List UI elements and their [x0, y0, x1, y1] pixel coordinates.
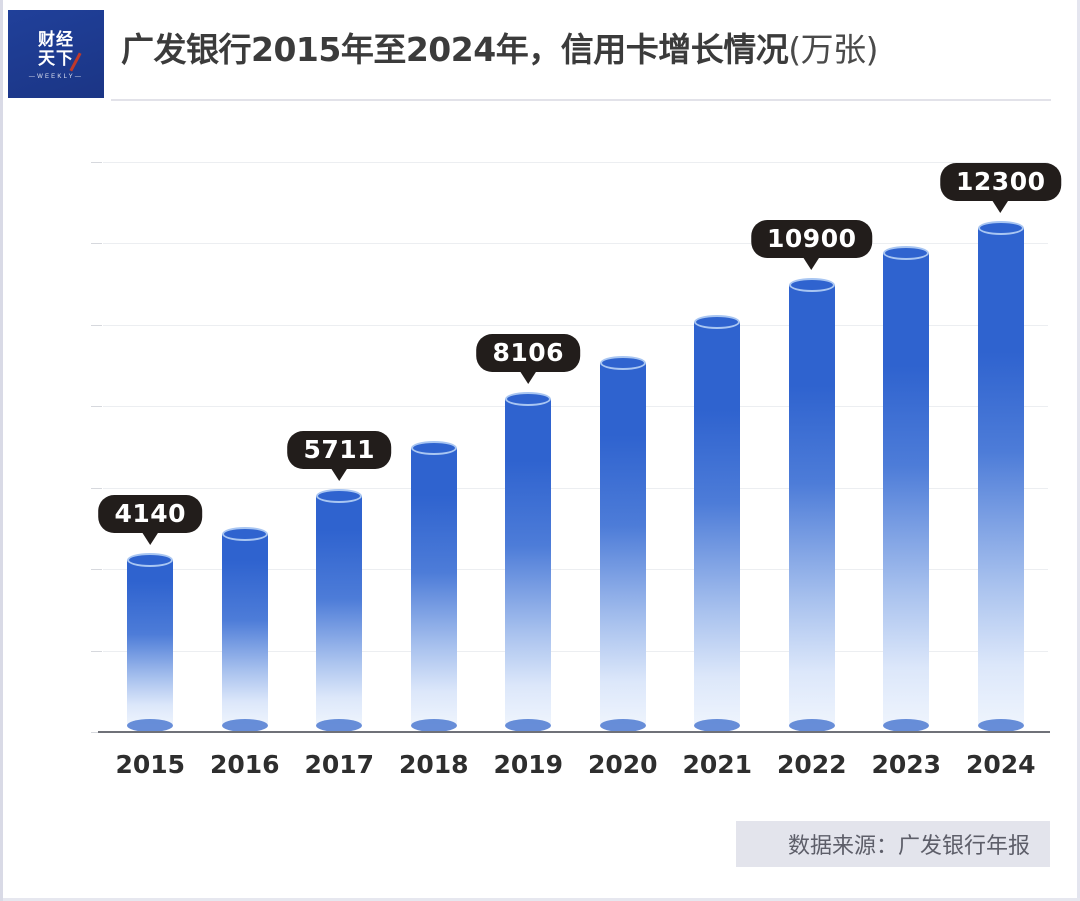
- y-axis-tick: [91, 162, 102, 163]
- data-label-badge: 12300: [940, 163, 1062, 214]
- bar-base-ellipse: [316, 719, 363, 732]
- gridline: [103, 243, 1048, 245]
- x-axis-label: 2015: [115, 750, 186, 779]
- x-axis-label: 2016: [209, 750, 280, 779]
- bar-body: [694, 321, 741, 725]
- bar-base-ellipse: [788, 719, 835, 732]
- bar-top-ellipse: [410, 441, 457, 456]
- data-label-badge: 5711: [287, 431, 392, 482]
- x-axis-label: 2017: [304, 750, 375, 779]
- gridline: [103, 487, 1048, 489]
- bar-body: [883, 252, 930, 725]
- page-title-main: 广发银行2015年至2024年，信用卡增长情况: [121, 30, 789, 69]
- brand-logo-subtitle: —WEEKLY—: [28, 74, 84, 81]
- bar-series: 4140 5711 8106 10900 12300: [98, 162, 1062, 732]
- gridline: [103, 650, 1048, 652]
- bar-base-ellipse: [221, 719, 268, 732]
- bar-body: [788, 285, 835, 725]
- gridline: [103, 569, 1048, 571]
- brand-logo-text: 财经 天下: [38, 29, 82, 72]
- plot-area: 4140 5711 8106 10900 12300: [91, 162, 1062, 733]
- bar-base-ellipse: [977, 719, 1024, 732]
- x-axis-label: 2022: [776, 750, 847, 779]
- bar-body: [127, 560, 174, 725]
- bar-base-ellipse: [599, 719, 646, 732]
- data-label-badge: 8106: [476, 333, 581, 384]
- bar-top-ellipse: [505, 391, 552, 406]
- bar-body: [977, 228, 1024, 725]
- page-title-unit: (万张): [788, 30, 878, 69]
- bar-top-ellipse: [599, 355, 646, 370]
- page-title: 广发银行2015年至2024年，信用卡增长情况(万张): [121, 23, 878, 71]
- bar-cylinder[interactable]: [599, 355, 646, 732]
- bar-body: [221, 533, 268, 725]
- footer: 数据来源：广发银行年报: [3, 801, 1080, 901]
- y-axis-tick: [91, 569, 102, 571]
- brand-logo-line1: 财经: [38, 29, 74, 50]
- brand-logo-line2: 天下: [38, 48, 74, 69]
- bar-cylinder[interactable]: [788, 278, 835, 732]
- bar-top-ellipse: [883, 245, 930, 260]
- bar-column[interactable]: [198, 162, 293, 732]
- x-axis-label: 2023: [871, 750, 942, 779]
- bar-cylinder[interactable]: [977, 221, 1024, 732]
- gridline: [103, 162, 1048, 163]
- bar-column[interactable]: 5711: [287, 162, 392, 732]
- bar-base-ellipse: [883, 719, 930, 732]
- bar-column[interactable]: [387, 162, 482, 732]
- bar-column[interactable]: 8106: [476, 162, 581, 732]
- header-divider: [111, 99, 1051, 101]
- data-label-badge: 4140: [98, 495, 203, 546]
- y-axis-tick: [91, 732, 102, 733]
- footer-divider: [3, 898, 1080, 901]
- bar-top-ellipse: [694, 314, 741, 329]
- gridline: [103, 324, 1048, 326]
- bar-top-ellipse: [221, 526, 268, 541]
- bar-body: [599, 362, 646, 725]
- bar-top-ellipse: [788, 278, 835, 293]
- bar-base-ellipse: [505, 719, 552, 732]
- bar-column[interactable]: 4140: [98, 162, 203, 732]
- bar-top-ellipse: [127, 553, 174, 568]
- y-axis-tick: [91, 324, 102, 326]
- x-axis-label: 2019: [493, 750, 564, 779]
- bar-cylinder[interactable]: [127, 553, 174, 732]
- bar-cylinder[interactable]: [694, 314, 741, 732]
- bar-column[interactable]: [859, 162, 954, 732]
- bar-base-ellipse: [127, 719, 174, 732]
- x-axis-label: 2021: [682, 750, 753, 779]
- data-label-badge: 10900: [751, 220, 873, 271]
- bar-body: [410, 448, 457, 725]
- bar-base-ellipse: [694, 719, 741, 732]
- x-axis-label: 2018: [398, 750, 469, 779]
- bar-cylinder[interactable]: [883, 245, 930, 732]
- bar-body: [316, 496, 363, 725]
- gridline: [103, 406, 1048, 408]
- bar-cylinder[interactable]: [410, 441, 457, 732]
- bar-column[interactable]: [576, 162, 671, 732]
- bar-cylinder[interactable]: [221, 526, 268, 732]
- bar-top-ellipse: [977, 221, 1024, 236]
- bar-column[interactable]: [670, 162, 765, 732]
- y-axis-tick: [91, 406, 102, 408]
- bar-base-ellipse: [410, 719, 457, 732]
- x-axis-line: [98, 731, 1050, 733]
- bar-top-ellipse: [316, 489, 363, 504]
- source-attribution: 数据来源：广发银行年报: [735, 821, 1050, 867]
- bar-body: [505, 398, 552, 725]
- bar-column[interactable]: 12300: [940, 162, 1062, 732]
- source-label: 数据来源：广发银行年报: [787, 834, 1030, 859]
- y-axis-tick: [91, 650, 102, 652]
- bar-column[interactable]: 10900: [751, 162, 873, 732]
- bar-cylinder[interactable]: [316, 489, 363, 732]
- x-axis-label: 2020: [587, 750, 658, 779]
- y-axis-tick: [91, 243, 102, 245]
- header: 财经 天下 —WEEKLY— 广发银行2015年至2024年，信用卡增长情况(万…: [3, 0, 1080, 101]
- brand-logo: 财经 天下 —WEEKLY—: [8, 10, 104, 98]
- bar-cylinder[interactable]: [505, 391, 552, 732]
- x-axis-label: 2024: [965, 750, 1036, 779]
- y-axis-tick: [91, 487, 102, 489]
